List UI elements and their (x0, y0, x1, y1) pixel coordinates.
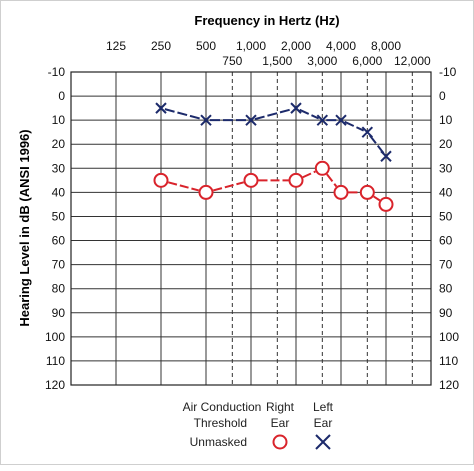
series-connector (368, 134, 385, 154)
series-connector (254, 108, 293, 121)
legend-air-conduction: Air Conduction (183, 400, 262, 414)
y-tick-label-left: -10 (48, 65, 66, 79)
y-tick-label-right: 100 (439, 330, 459, 344)
legend-right-label: Right (266, 400, 295, 414)
right-ear-point (153, 172, 169, 188)
series-connector (373, 195, 381, 202)
series-right-ear (153, 160, 394, 212)
left-ear-point (155, 102, 167, 114)
y-tick-label-right: 90 (439, 306, 453, 320)
x-minor-tick-label: 12,000 (394, 54, 431, 68)
y-tick-label-right: 120 (439, 378, 459, 392)
y-tick-label-right: 0 (439, 89, 446, 103)
y-tick-label-right: 30 (439, 161, 453, 175)
x-major-tick-label: 4,000 (326, 39, 356, 53)
left-ear-point-stroke (290, 102, 302, 114)
y-tick-label-right: 10 (439, 113, 453, 127)
legend-x-icon (315, 434, 331, 450)
y-tick-label-left: 40 (52, 185, 66, 199)
right-ear-point (288, 172, 304, 188)
x-major-tick-label: 125 (106, 39, 126, 53)
y-tick-label-left: 70 (52, 258, 66, 272)
right-ear-point (243, 172, 259, 188)
legend-unmasked: Unmasked (190, 435, 247, 449)
series-connector (302, 170, 316, 179)
y-tick-label-left: 120 (45, 378, 65, 392)
left-ear-point (200, 114, 212, 126)
y-tick-label-left: 60 (52, 234, 66, 248)
y-tick-label-right: 20 (439, 137, 453, 151)
x-minor-tick-label: 6,000 (352, 54, 382, 68)
y-tick-label-right: 40 (439, 185, 453, 199)
x-major-tick-label: 250 (151, 39, 171, 53)
legend-threshold: Threshold (194, 416, 247, 430)
y-axis-label: Hearing Level in dB (ANSI 1996) (17, 129, 32, 326)
y-tick-label-right: 60 (439, 234, 453, 248)
left-ear-point (380, 150, 392, 162)
y-tick-label-right: 80 (439, 282, 453, 296)
legend: Air Conduction Threshold Right Ear Left … (183, 400, 334, 450)
x-major-tick-label: 8,000 (371, 39, 401, 53)
y-tick-label-left: 10 (52, 113, 66, 127)
right-ear-point (378, 196, 394, 212)
x-minor-tick-label: 3,000 (307, 54, 337, 68)
legend-left-label: Left (313, 400, 334, 414)
left-ear-point-stroke (361, 126, 374, 138)
left-ear-point (316, 114, 329, 126)
y-tick-label-left: 90 (52, 306, 66, 320)
y-tick-label-right: 70 (439, 258, 453, 272)
left-ear-point-stroke (200, 114, 212, 126)
left-ear-point-stroke (316, 114, 329, 126)
grid (70, 71, 432, 386)
right-ear-point (359, 184, 375, 200)
y-tick-label-left: 0 (58, 89, 65, 103)
plot-frame (70, 71, 432, 386)
right-ear-point (314, 160, 330, 176)
series-connector (344, 120, 365, 132)
y-tick-label-left: 50 (52, 209, 66, 223)
series-connector (164, 108, 203, 121)
left-ear-point-stroke (245, 114, 257, 126)
legend-right-ear-label: Ear (271, 416, 290, 430)
left-ear-point (335, 114, 347, 126)
chart-title: Frequency in Hertz (Hz) (194, 13, 339, 28)
series-layer (153, 102, 394, 212)
y-tick-label-left: 30 (52, 161, 66, 175)
series-connector (299, 108, 320, 120)
y-tick-label-left: 20 (52, 137, 66, 151)
y-axis-ticks: -10 -10 0 0 10 10 20 20 30 30 40 40 50 50 60 60 70 70 80 80… (45, 65, 459, 392)
y-tick-label-left: 110 (46, 354, 65, 368)
right-ear-point (333, 184, 349, 200)
x-minor-tick-label: 1,500 (262, 54, 292, 68)
y-tick-label-right: 110 (439, 354, 458, 368)
left-ear-point (361, 126, 374, 138)
left-ear-point-stroke (380, 150, 392, 162)
left-ear-point (245, 114, 257, 126)
x-axis-ticks: 125 250 500 1,000 2,000 4,000 8,000 750 1,500 3,0… (106, 39, 431, 68)
series-connector (326, 173, 338, 188)
legend-left-ear-label: Ear (314, 416, 333, 430)
y-tick-label-left: 80 (52, 282, 66, 296)
x-major-tick-label: 1,000 (236, 39, 266, 53)
left-ear-point-stroke (335, 114, 347, 126)
y-tick-label-left: 100 (45, 330, 65, 344)
legend-circle-icon (272, 434, 288, 450)
series-left-ear (155, 102, 392, 162)
series-connector (167, 181, 200, 192)
right-ear-point (198, 184, 214, 200)
x-major-tick-label: 2,000 (281, 39, 311, 53)
x-minor-tick-label: 750 (222, 54, 242, 68)
y-tick-label-right: -10 (439, 65, 457, 79)
series-connector (212, 181, 245, 192)
left-ear-point-stroke (155, 102, 167, 114)
y-tick-label-right: 50 (439, 209, 453, 223)
x-major-tick-label: 500 (196, 39, 216, 53)
left-ear-point (290, 102, 302, 114)
